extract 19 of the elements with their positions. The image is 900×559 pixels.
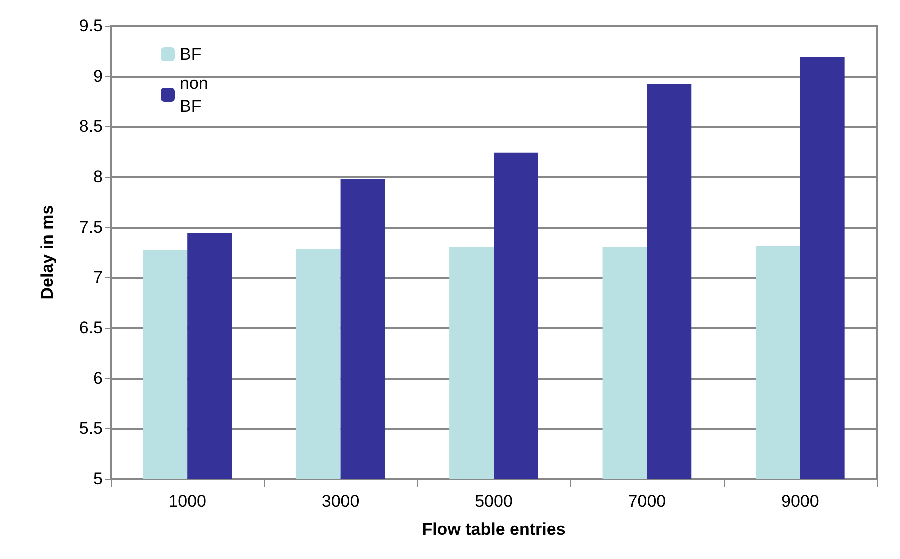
y-tick-label: 7.5 [79,218,103,237]
x-axis-title: Flow table entries [422,520,566,539]
x-tick-label: 7000 [628,492,666,511]
x-tick-label: 9000 [781,492,820,511]
y-tick-label: 9 [94,66,103,86]
y-tick-label: 7 [94,268,103,288]
legend-label: non BF [180,74,214,116]
x-tick-label: 1000 [168,492,207,511]
y-tick-label: 9.5 [79,16,103,36]
y-tick-label: 5 [94,470,103,488]
y-tick-label: 8.5 [79,117,103,136]
y-axis-title: Delay in ms [38,205,57,300]
y-tick-label: 6 [94,368,103,388]
x-tick-label: 3000 [322,492,360,511]
y-tick-label: 8 [94,168,103,186]
legend-label: BF [180,45,202,64]
x-tick-label: 5000 [475,492,513,511]
y-tick-label: 5.5 [79,419,103,438]
y-tick-label: 6.5 [79,318,103,338]
